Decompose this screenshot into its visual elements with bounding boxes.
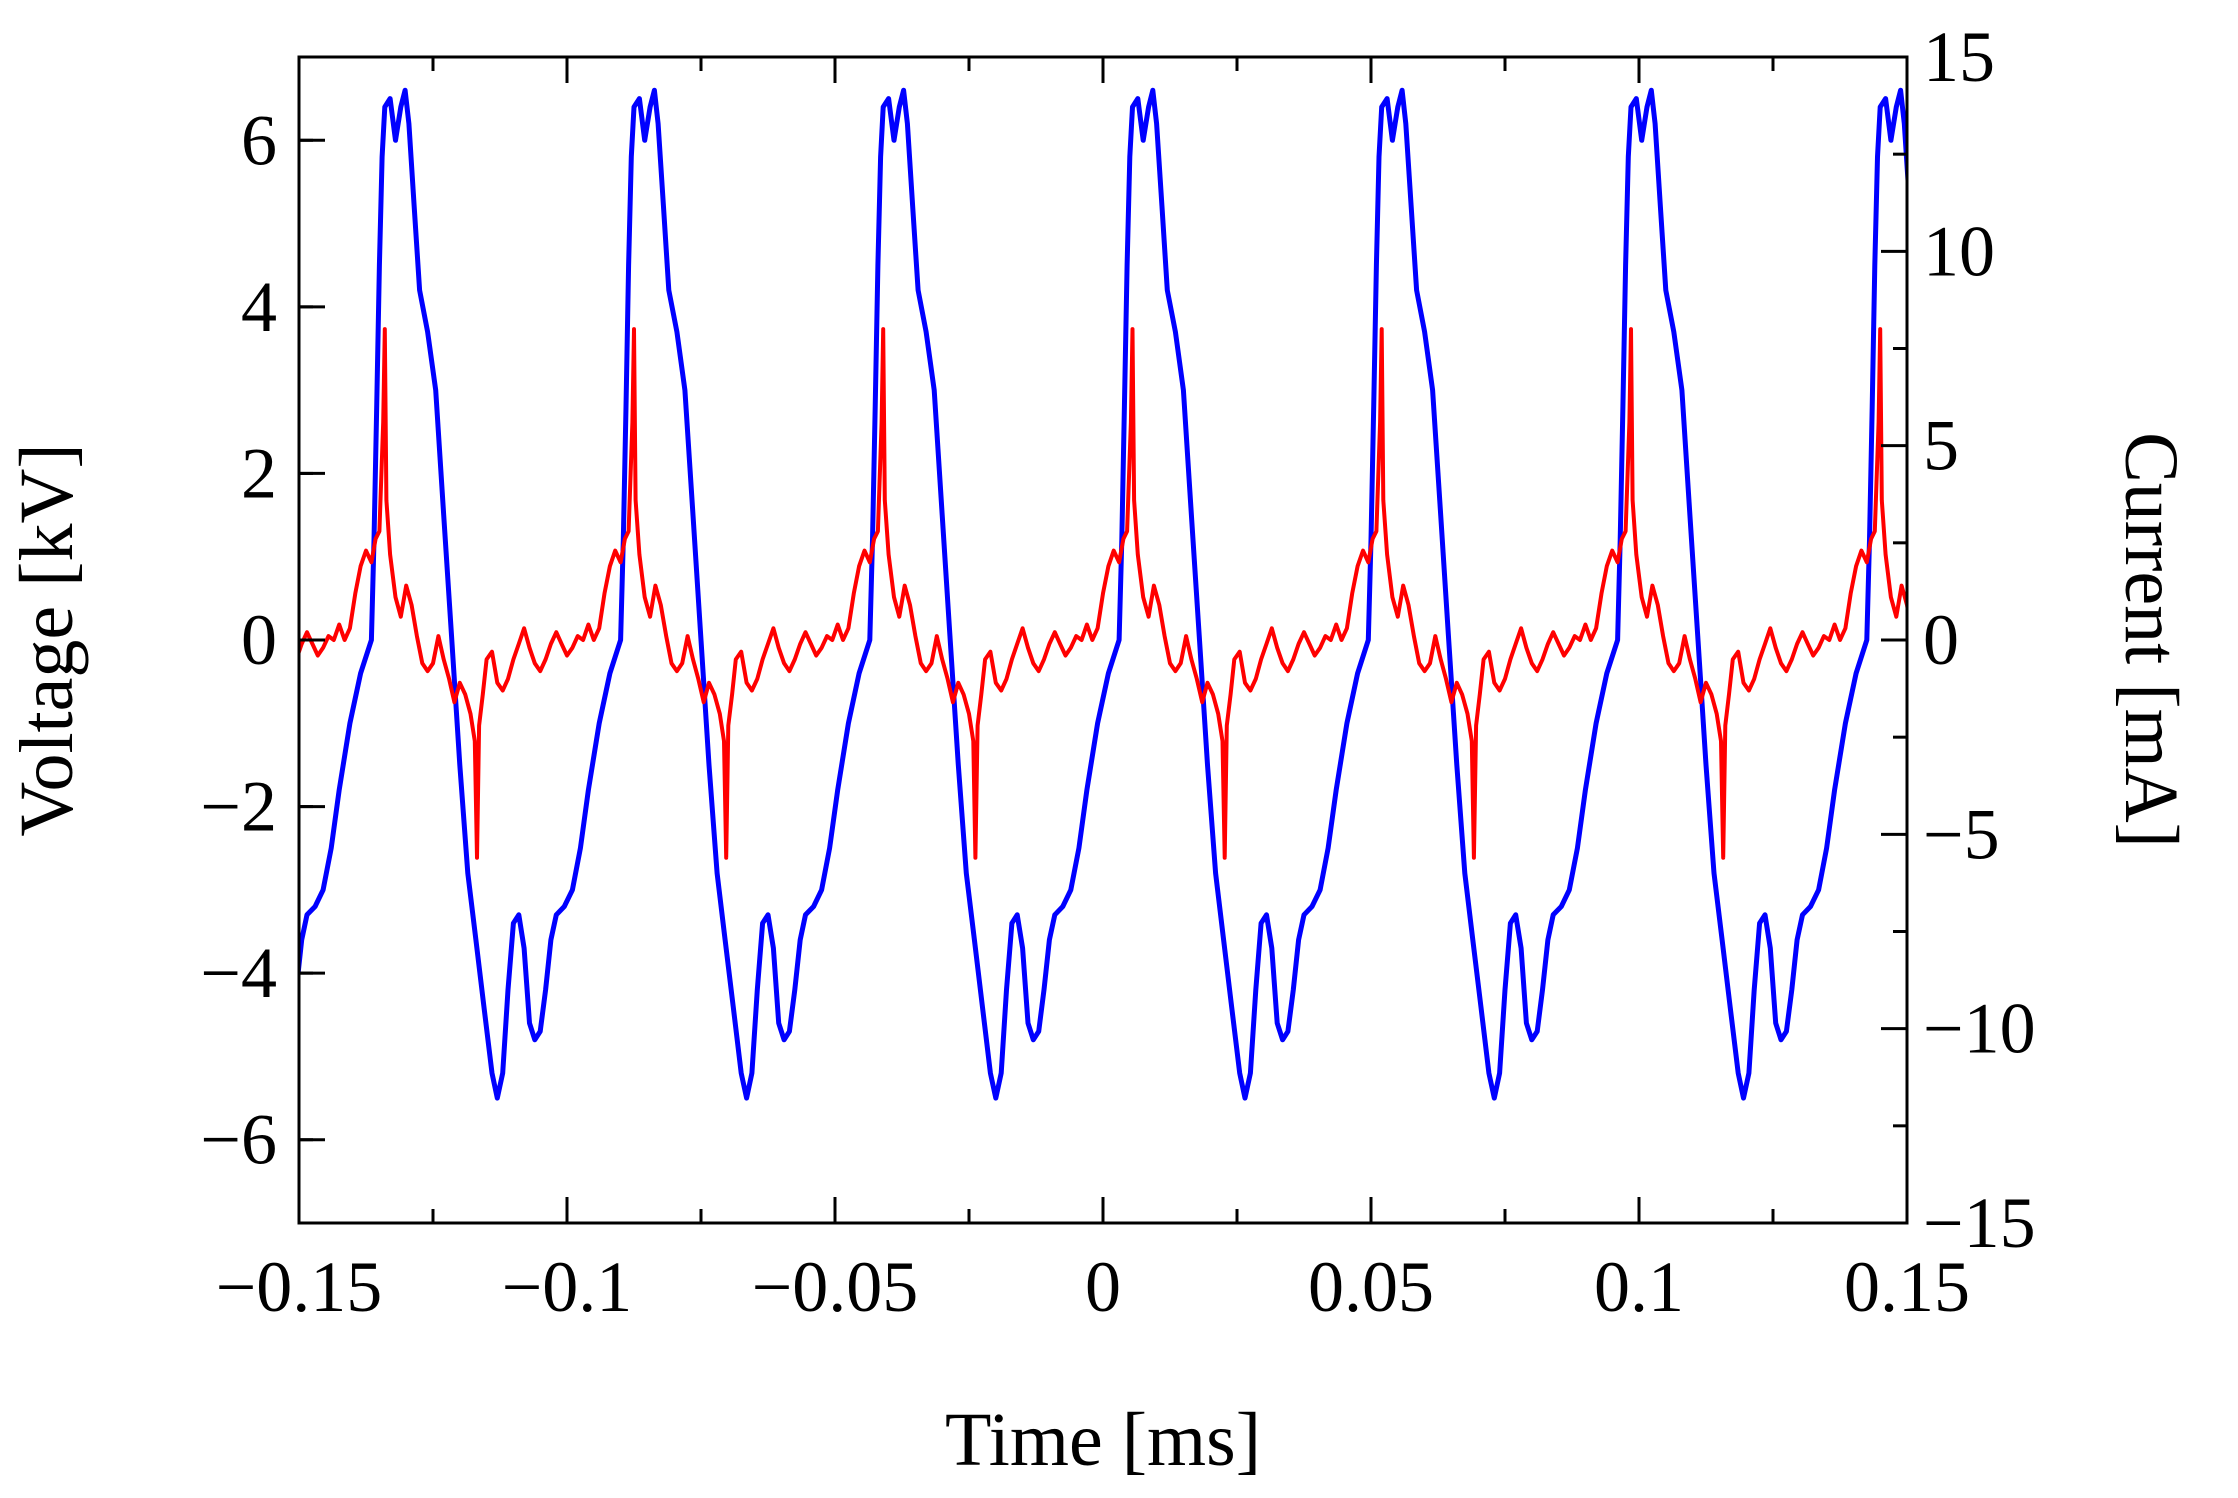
y-right-tick-label: −15: [1923, 1183, 2036, 1263]
x-tick-label: 0.05: [1308, 1247, 1434, 1327]
current-series-line: [299, 327, 1907, 860]
y-right-tick-label: 5: [1923, 406, 1959, 486]
y-right-tick-label: 15: [1923, 17, 1995, 97]
x-tick-label: 0: [1085, 1247, 1121, 1327]
y-left-tick-label: 6: [241, 100, 277, 180]
y-axis-left-title: Voltage [kV]: [5, 443, 89, 836]
voltage-series-line: [299, 87, 1907, 1101]
y-right-tick-label: 0: [1923, 600, 1959, 680]
x-tick-label: 0.1: [1594, 1247, 1684, 1327]
x-tick-label: −0.05: [752, 1247, 919, 1327]
y-left-tick-label: 0: [241, 600, 277, 680]
y-left-tick-label: 2: [241, 433, 277, 513]
x-axis-title: Time [ms]: [945, 1398, 1261, 1482]
y-right-tick-label: 10: [1923, 211, 1995, 291]
y-left-tick-label: 4: [241, 267, 277, 347]
y-left-tick-label: −6: [200, 1100, 277, 1180]
x-tick-label: 0.15: [1844, 1247, 1970, 1327]
y-axis-right-title: Current [mA]: [2109, 432, 2193, 848]
y-left-tick-label: −2: [200, 767, 277, 847]
x-tick-label: −0.1: [502, 1247, 633, 1327]
x-tick-label: −0.15: [216, 1247, 383, 1327]
y-right-tick-label: −10: [1923, 989, 2036, 1069]
y-left-tick-label: −4: [200, 933, 277, 1013]
y-right-tick-label: −5: [1923, 794, 2000, 874]
